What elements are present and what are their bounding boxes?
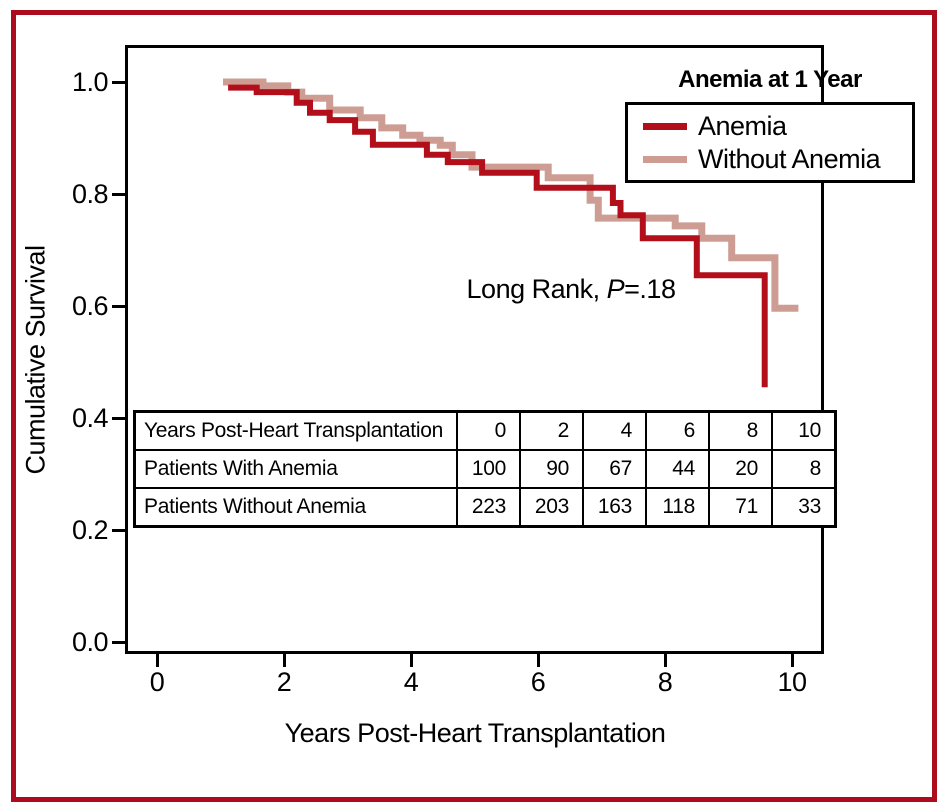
x-tick-mark xyxy=(409,654,413,667)
risk-table-cell: 71 xyxy=(708,487,773,528)
risk-table-cell: 223 xyxy=(456,487,521,528)
x-tick-label: 4 xyxy=(403,667,419,697)
risk-table-cell: 10 xyxy=(771,410,837,451)
x-tick-label: 6 xyxy=(530,667,546,697)
risk-table-cell: 8 xyxy=(708,410,773,451)
risk-table-row: Patients With Anemia 100 90 67 44 20 8 xyxy=(133,449,837,489)
risk-table-cell: 8 xyxy=(771,449,837,489)
risk-table-row-label: Patients Without Anemia xyxy=(133,487,458,528)
y-tick-mark xyxy=(112,640,125,644)
figure-border xyxy=(11,10,937,802)
risk-table-cell: 2 xyxy=(519,410,584,451)
y-tick-mark xyxy=(112,304,125,308)
x-tick-label: 2 xyxy=(276,667,292,697)
risk-table-cell: 4 xyxy=(582,410,647,451)
legend: Anemia Without Anemia xyxy=(625,102,915,183)
x-tick-label: 10 xyxy=(777,667,807,697)
legend-title: Anemia at 1 Year xyxy=(678,66,862,93)
x-tick-mark xyxy=(536,654,540,667)
x-tick-mark xyxy=(282,654,286,667)
y-tick-label: 0.6 xyxy=(71,291,109,321)
x-tick-mark xyxy=(790,654,794,667)
x-tick-mark xyxy=(663,654,667,667)
risk-table-cell: 6 xyxy=(645,410,710,451)
y-tick-mark xyxy=(112,528,125,532)
risk-table-cell: 203 xyxy=(519,487,584,528)
x-tick-label: 8 xyxy=(657,667,673,697)
legend-entry: Anemia xyxy=(628,110,912,143)
risk-table-cell: 33 xyxy=(771,487,837,528)
risk-table-cell: 163 xyxy=(582,487,647,528)
risk-table-cell: 90 xyxy=(519,449,584,489)
legend-line-swatch xyxy=(643,123,687,130)
y-tick-label: 0.0 xyxy=(71,627,109,657)
plot-frame xyxy=(125,45,824,654)
legend-entry-label: Without Anemia xyxy=(698,144,881,174)
log-rank-annotation: Long Rank, P=.18 xyxy=(421,274,721,305)
legend-entries: Anemia Without Anemia xyxy=(628,110,912,176)
y-tick-label: 0.8 xyxy=(71,179,109,209)
annotation-prefix: Long Rank, xyxy=(466,274,607,304)
risk-table-cell: 118 xyxy=(645,487,710,528)
risk-table-cell: 67 xyxy=(582,449,647,489)
y-tick-mark xyxy=(112,192,125,196)
x-tick-label: 0 xyxy=(149,667,165,697)
risk-table-cell: 44 xyxy=(645,449,710,489)
annotation-p-symbol: P xyxy=(606,274,625,304)
legend-line-swatch xyxy=(643,156,687,163)
risk-table-cell: 0 xyxy=(456,410,521,451)
legend-entry: Without Anemia xyxy=(628,143,912,176)
risk-table: Years Post-Heart Transplantation 0 2 4 6 8 10 P… xyxy=(133,410,837,528)
annotation-suffix: =.18 xyxy=(624,274,676,304)
risk-table-body: Years Post-Heart Transplantation 0 2 4 6 8 10 P… xyxy=(133,410,837,528)
y-tick-label: 0.2 xyxy=(71,515,109,545)
y-axis-label: Cumulative Survival xyxy=(20,245,51,475)
risk-table-row-label: Years Post-Heart Transplantation xyxy=(133,410,458,451)
risk-table-cell: 100 xyxy=(456,449,521,489)
risk-table-row: Years Post-Heart Transplantation 0 2 4 6 8 10 xyxy=(133,410,837,451)
risk-table-cell: 20 xyxy=(708,449,773,489)
y-tick-label: 0.4 xyxy=(71,403,109,433)
y-tick-mark xyxy=(112,416,125,420)
risk-table-row: Patients Without Anemia 223 203 163 118 71 33 xyxy=(133,487,837,528)
x-axis-label: Years Post-Heart Transplantation xyxy=(284,718,666,748)
y-tick-label: 1.0 xyxy=(71,67,109,97)
legend-entry-label: Anemia xyxy=(698,111,787,141)
risk-table-row-label: Patients With Anemia xyxy=(133,449,458,489)
y-tick-mark xyxy=(112,80,125,84)
x-tick-mark xyxy=(155,654,159,667)
